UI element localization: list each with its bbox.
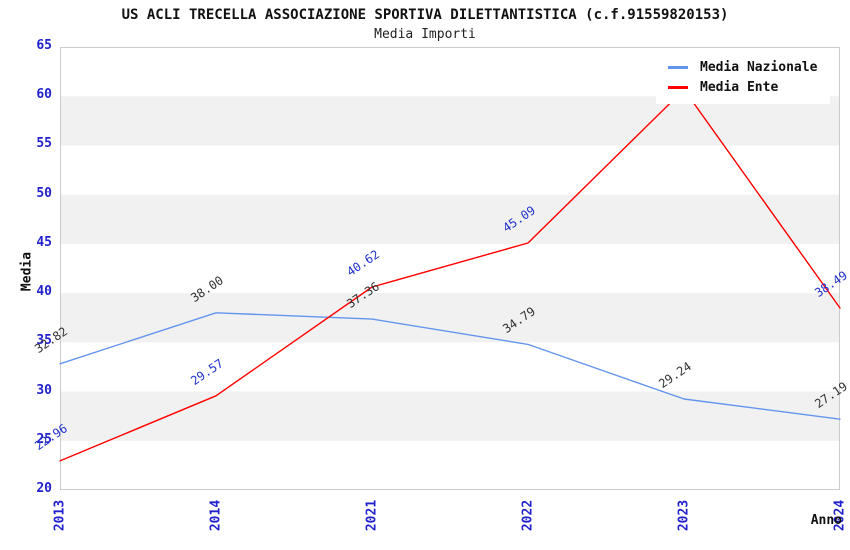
series-line-media-nazionale <box>59 312 841 420</box>
legend-swatch-media-nazionale-icon <box>668 65 688 69</box>
y-tick-label: 45 <box>36 234 52 250</box>
y-tick-label: 20 <box>36 481 52 496</box>
y-tick-label: 35 <box>36 333 52 349</box>
x-tick-label: 2023 <box>676 499 692 532</box>
background-band <box>60 391 840 441</box>
background-band <box>60 96 840 146</box>
chart-subtitle: Media Importi <box>374 27 476 42</box>
legend: Media Nazionale Media Ente <box>656 52 830 104</box>
x-tick-label: 2013 <box>52 499 68 532</box>
background-band <box>60 194 840 244</box>
y-tick-label: 30 <box>36 382 52 398</box>
x-tick-label: 2022 <box>520 499 536 532</box>
chart-title: US ACLI TRECELLA ASSOCIAZIONE SPORTIVA D… <box>121 7 729 23</box>
y-tick-label: 60 <box>36 87 52 103</box>
x-tick-label: 2021 <box>364 499 380 532</box>
y-tick-label: 40 <box>36 284 52 300</box>
background-band <box>60 293 840 343</box>
legend-swatch-media-ente-icon <box>668 85 688 89</box>
y-tick-label: 65 <box>36 38 52 53</box>
legend-label: Media Ente <box>700 79 779 95</box>
x-axis-title: Anno <box>810 513 842 528</box>
y-axis-title: Media <box>19 251 35 292</box>
y-tick-label: 25 <box>36 431 52 447</box>
y-tick-label: 50 <box>36 185 52 201</box>
legend-item-media-nazionale: Media Nazionale <box>656 57 830 77</box>
x-tick-label: 2014 <box>208 499 224 532</box>
y-tick-label: 55 <box>36 136 52 152</box>
series-line-media-ente <box>59 88 841 462</box>
legend-item-media-ente: Media Ente <box>656 77 830 97</box>
legend-label: Media Nazionale <box>700 59 818 75</box>
plot-frame <box>60 47 840 490</box>
